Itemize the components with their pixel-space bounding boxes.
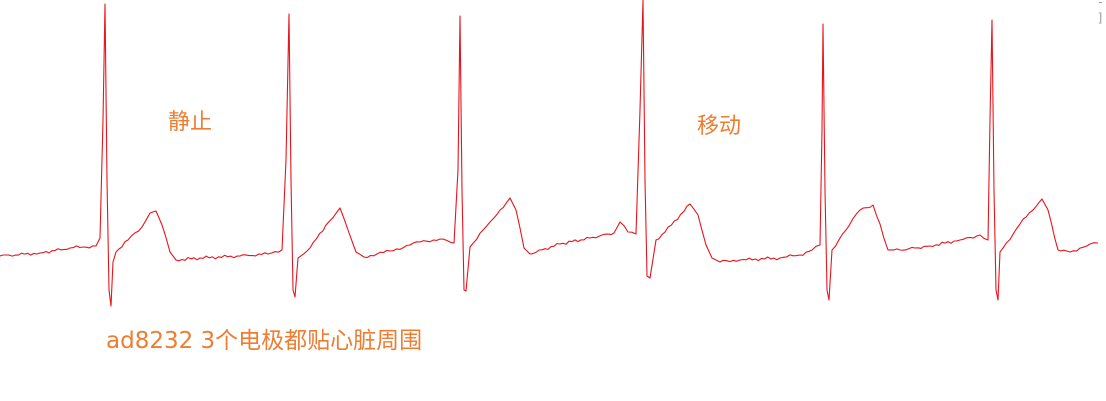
caption-annotation: ad8232 3个电极都贴心脏周围 — [106, 328, 423, 354]
ecg-series-line-0 — [0, 0, 1099, 307]
annotation-moving: 移动 — [697, 114, 742, 139]
annotation-rest: 静止 — [168, 110, 213, 135]
bracket-artifact-icon: ] — [1096, 11, 1104, 25]
corner-artifact-icon: - — [1096, 0, 1104, 9]
ecg-trace-group — [0, 0, 1099, 307]
